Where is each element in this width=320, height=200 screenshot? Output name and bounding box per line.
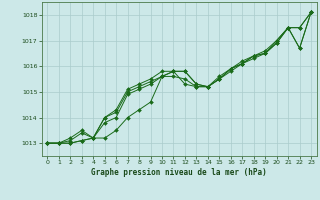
- X-axis label: Graphe pression niveau de la mer (hPa): Graphe pression niveau de la mer (hPa): [91, 168, 267, 177]
